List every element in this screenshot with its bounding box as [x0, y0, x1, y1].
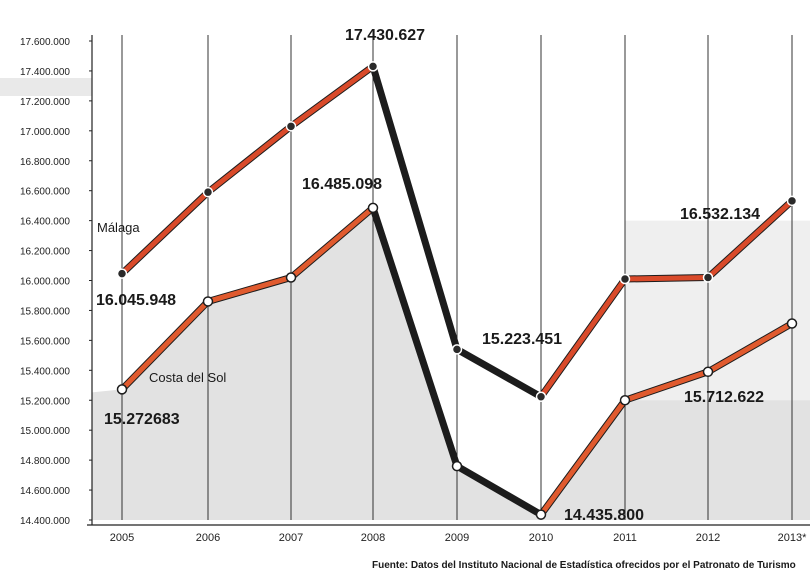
y-tick-label: 14.600.000 [20, 486, 70, 497]
series-label-malaga: Málaga [97, 220, 140, 235]
series-labels: Málaga Costa del Sol [97, 220, 226, 385]
y-tick-label: 15.800.000 [20, 306, 70, 317]
header-band [0, 78, 92, 96]
area-fill-band [625, 220, 810, 401]
point-costa-del-sol-2012 [702, 366, 714, 378]
point-malaga-2007 [285, 121, 297, 132]
x-tick-label-2011: 2011 [613, 532, 637, 544]
point-malaga-2006 [202, 186, 214, 198]
x-tick-label-2008: 2008 [361, 532, 385, 544]
data-label-malaga-2005: 16.045.948 [96, 292, 176, 309]
x-tick-label-2005: 2005 [110, 532, 134, 544]
series-label-costa-del-sol: Costa del Sol [149, 370, 226, 385]
series-segment-costa-del-sol [370, 205, 460, 469]
y-tick-label: 16.600.000 [20, 187, 70, 198]
point-malaga-2009 [451, 344, 463, 355]
x-axis: 2005 2006 2007 2008 2009 2010 2011 2012 2013* [87, 524, 810, 544]
y-tick-label: 15.000.000 [20, 426, 70, 437]
area-fill-layer [92, 207, 810, 520]
y-tick-label: 17.200.000 [20, 97, 70, 108]
data-label-malaga-2013: 16.532.134 [680, 206, 760, 223]
point-costa-del-sol-2007 [285, 272, 297, 283]
x-tick-label-2009: 2009 [445, 532, 469, 544]
data-labels: 17.430.627 16.485.098 16.045.948 15.2726… [96, 27, 764, 524]
series-segment-malaga [288, 63, 376, 129]
series-segment-malaga [538, 276, 628, 400]
y-tick-label: 15.600.000 [20, 336, 70, 347]
point-malaga-2010 [535, 391, 547, 402]
point-costa-del-sol-2009 [451, 460, 463, 472]
y-axis: 17.600.000 17.400.000 17.200.000 17.000.000… [20, 35, 93, 527]
y-tick-label: 16.200.000 [20, 247, 70, 258]
data-label-malaga-2008: 17.430.627 [345, 27, 425, 44]
y-tick-label: 14.800.000 [20, 456, 70, 467]
y-tick-label: 15.200.000 [20, 396, 70, 407]
data-label-costa-2013: 15.712.622 [684, 389, 764, 406]
point-malaga-2013 [786, 195, 798, 207]
series-segment-costa-del-sol [205, 275, 294, 304]
x-tick-label-2010: 2010 [529, 532, 553, 544]
series-segment-costa-del-sol [705, 321, 795, 375]
point-costa-del-sol-2008 [367, 202, 379, 214]
point-costa-del-sol-2006 [202, 296, 214, 307]
y-tick-label: 14.400.000 [20, 516, 70, 527]
data-label-costa-2005: 15.272683 [104, 411, 180, 428]
series-segment-costa-del-sol [288, 205, 376, 281]
series-segment-malaga [454, 346, 544, 400]
y-tick-label: 15.400.000 [20, 366, 70, 377]
data-label-malaga-2010: 15.223.451 [482, 331, 562, 348]
series-segment-malaga [119, 189, 211, 277]
data-label-costa-2008: 16.485.098 [302, 176, 382, 193]
series-layer [116, 61, 798, 520]
y-tick-label: 16.800.000 [20, 157, 70, 168]
point-malaga-2008 [367, 61, 379, 72]
point-costa-del-sol-2013 [786, 318, 798, 329]
point-malaga-2005 [116, 268, 128, 279]
y-tick-label: 16.000.000 [20, 277, 70, 288]
series-segment-malaga [205, 123, 294, 195]
y-tick-label: 16.400.000 [20, 217, 70, 228]
y-tick-label: 17.400.000 [20, 67, 70, 78]
series-segment-malaga [370, 63, 460, 352]
y-tick-label: 17.600.000 [20, 37, 70, 48]
y-tick-label: 17.000.000 [20, 127, 70, 138]
data-label-costa-2010: 14.435.800 [564, 507, 644, 524]
x-tick-label-2006: 2006 [196, 532, 220, 544]
point-costa-del-sol-2005 [116, 384, 128, 395]
series-segment-malaga [622, 275, 711, 282]
x-tick-label-2007: 2007 [279, 532, 303, 544]
x-tick-label-2012: 2012 [696, 532, 720, 544]
source-note: Fuente: Datos del Instituto Nacional de … [372, 560, 796, 571]
series-segment-costa-del-sol [119, 298, 211, 392]
point-malaga-2012 [702, 272, 714, 283]
point-malaga-2011 [619, 273, 631, 285]
point-costa-del-sol-2010 [535, 509, 547, 520]
x-tick-label-2013: 2013* [778, 532, 807, 544]
series-segment-malaga [705, 198, 795, 281]
series-segment-costa-del-sol [538, 397, 628, 518]
point-costa-del-sol-2011 [619, 395, 631, 406]
series-segment-costa-del-sol [622, 369, 711, 403]
series-segment-costa-del-sol [454, 463, 544, 518]
